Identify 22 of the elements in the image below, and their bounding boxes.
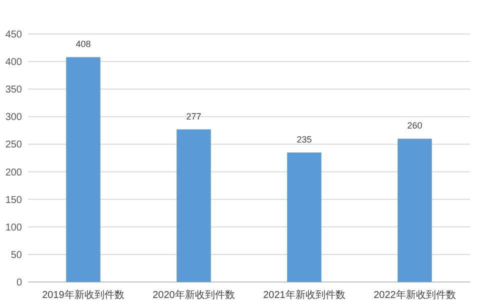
y-tick-label: 50: [10, 250, 22, 261]
x-tick-label: 2022年新收到件数: [374, 289, 456, 301]
y-tick-label: 450: [5, 30, 22, 40]
data-label: 260: [407, 120, 422, 131]
bar: [176, 129, 211, 282]
bar: [287, 152, 322, 282]
data-label: 277: [186, 111, 202, 122]
bar: [398, 138, 432, 282]
y-tick-label: 400: [5, 57, 22, 68]
bar: [66, 57, 100, 282]
data-label: 235: [296, 134, 312, 144]
data-label: 408: [76, 39, 91, 50]
y-tick-label: 350: [5, 84, 22, 96]
y-tick-label: 300: [5, 112, 22, 124]
y-tick-label: 250: [5, 140, 22, 151]
y-tick-label: 200: [5, 167, 22, 178]
x-tick-label: 2020年新收到件数: [152, 289, 235, 301]
y-tick-label: 0: [16, 278, 22, 288]
y-tick-label: 150: [5, 194, 22, 206]
y-tick-label: 100: [5, 222, 22, 234]
x-tick-label: 2021年新收到件数: [263, 289, 346, 301]
x-tick-label: 2019年新收到件数: [42, 289, 124, 301]
